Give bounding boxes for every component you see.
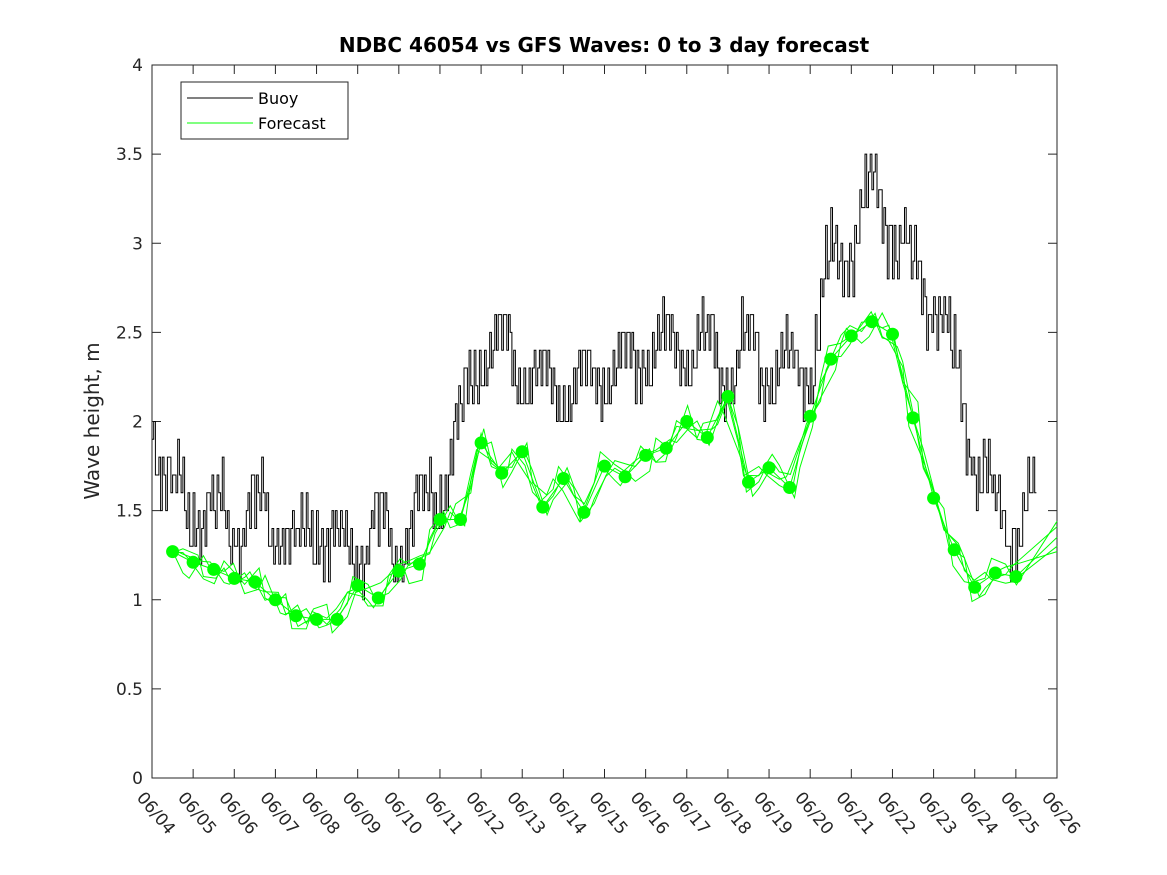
forecast-point <box>700 431 714 444</box>
buoy-series-line <box>152 153 1037 601</box>
forecast-point <box>968 580 982 594</box>
forecast-point <box>412 557 426 571</box>
forecast-point <box>639 448 653 462</box>
forecast-point <box>186 555 200 569</box>
y-tick-label: 3 <box>132 234 143 254</box>
y-tick-label: 4 <box>132 56 143 76</box>
y-tick-label: 0.5 <box>116 680 143 700</box>
forecast-point <box>454 513 467 526</box>
forecast-point <box>392 564 406 578</box>
forecast-point <box>227 571 241 585</box>
forecast-point <box>803 409 817 423</box>
forecast-point <box>927 491 941 505</box>
plot-area <box>151 64 1058 779</box>
forecast-point <box>248 575 262 589</box>
forecast-point <box>433 513 447 526</box>
forecast-point <box>371 591 385 605</box>
y-tick-label: 3.5 <box>116 145 143 165</box>
chart-title: NDBC 46054 vs GFS Waves: 0 to 3 day fore… <box>339 33 870 57</box>
y-tick-label: 1.5 <box>116 502 143 522</box>
y-axis-label: Wave height, m <box>80 342 104 499</box>
legend-forecast-label: Forecast <box>258 114 326 133</box>
forecast-point <box>886 327 899 341</box>
forecast-point <box>865 315 879 329</box>
forecast-point <box>598 459 611 473</box>
forecast-point <box>906 411 920 425</box>
forecast-point <box>680 415 694 428</box>
forecast-point <box>824 352 838 366</box>
plot-lines <box>152 153 1058 634</box>
forecast-point <box>988 566 1002 580</box>
y-tick-label: 0 <box>132 769 143 789</box>
y-tick-label: 2 <box>132 413 143 433</box>
forecast-point <box>844 329 858 343</box>
forecast-point <box>536 500 550 514</box>
forecast-point <box>474 436 488 450</box>
forecast-point <box>947 543 961 557</box>
y-tick-label: 1 <box>132 591 143 611</box>
forecast-point <box>577 505 591 519</box>
forecast-point <box>783 481 797 494</box>
forecast-point <box>1009 570 1023 584</box>
forecast-point <box>515 445 529 459</box>
forecast-point <box>166 545 180 559</box>
forecast-point <box>330 612 344 626</box>
forecast-point <box>742 475 755 489</box>
forecast-point <box>351 579 365 592</box>
forecast-point <box>618 470 632 484</box>
y-axis: 0 0.5 1 1.5 2 2.5 3 3.5 4 <box>116 56 1057 789</box>
forecast-point <box>556 472 570 485</box>
forecast-point <box>495 466 509 480</box>
legend-box <box>180 81 349 140</box>
forecast-point <box>721 390 735 403</box>
forecast-point <box>289 609 303 623</box>
y-tick-label: 2.5 <box>116 323 143 343</box>
legend: Buoy Forecast <box>180 81 349 140</box>
forecast-point <box>659 441 673 455</box>
legend-buoy-label: Buoy <box>258 89 298 108</box>
forecast-series-line <box>167 312 1058 630</box>
forecast-point <box>310 612 323 626</box>
forecast-point <box>207 562 221 576</box>
forecast-point <box>762 461 776 475</box>
forecast-point <box>268 593 282 607</box>
